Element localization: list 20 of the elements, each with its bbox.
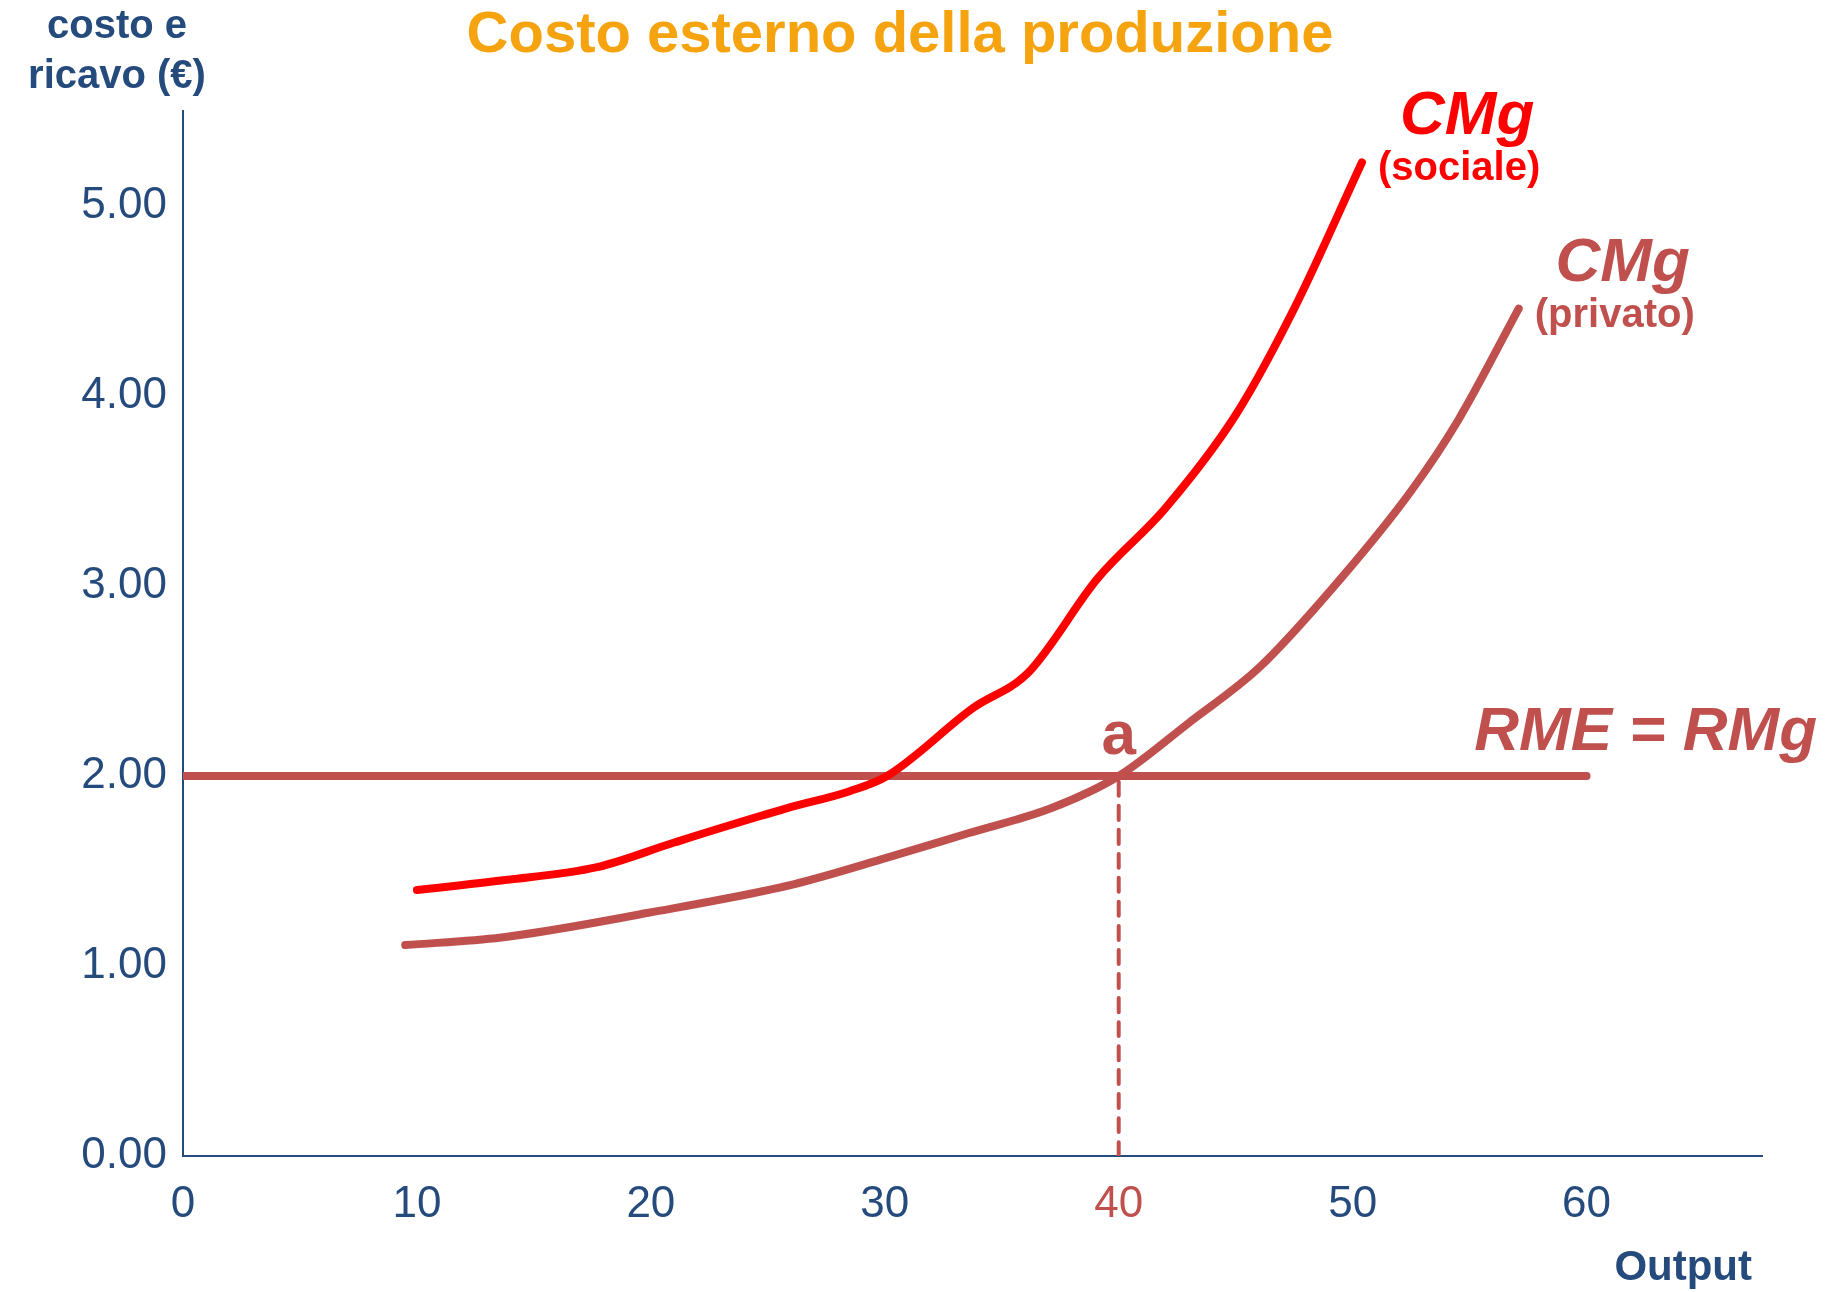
y-tick-label: 0.00 xyxy=(81,1128,167,1178)
x-tick-label: 0 xyxy=(170,1176,196,1226)
chart-title: Costo esterno della produzione xyxy=(466,0,1334,64)
y-axis-title: costo e ricavo (€) xyxy=(28,2,206,96)
series-label: RME = RMg xyxy=(1474,694,1818,763)
y-tick-label: 3.00 xyxy=(81,558,167,608)
series-label: CMg (privato) xyxy=(1534,224,1695,335)
y-tick-label: 1.00 xyxy=(81,938,167,988)
annotation: a xyxy=(1101,698,1137,767)
x-tick-label: 50 xyxy=(1328,1176,1378,1226)
x-axis-title: Output xyxy=(1614,1242,1753,1289)
x-tick-label: 30 xyxy=(860,1176,910,1226)
series-label: CMg (sociale) xyxy=(1377,78,1541,189)
x-tick-label: 20 xyxy=(626,1176,676,1226)
x-tick-label: 40 xyxy=(1094,1176,1144,1226)
x-tick-label: 60 xyxy=(1562,1176,1612,1226)
y-tick-label: 2.00 xyxy=(81,748,167,798)
y-tick-label: 4.00 xyxy=(81,368,167,418)
x-tick-label: 10 xyxy=(392,1176,442,1226)
y-tick-label: 5.00 xyxy=(81,178,167,228)
